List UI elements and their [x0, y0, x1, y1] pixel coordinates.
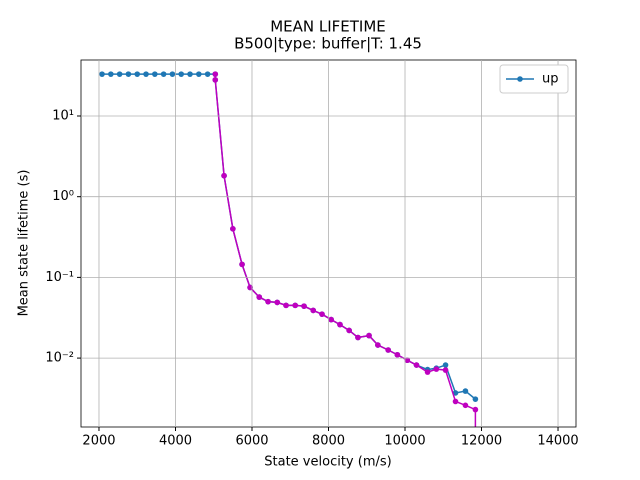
- data-point: [212, 77, 219, 83]
- data-point: [152, 71, 158, 77]
- y-tick-label: 10⁻¹: [45, 270, 74, 285]
- data-point: [472, 396, 479, 402]
- data-point: [292, 302, 299, 309]
- data-point: [394, 351, 401, 358]
- data-point: [187, 71, 193, 77]
- data-point: [239, 261, 245, 268]
- data-point: [265, 298, 271, 305]
- data-point: [178, 71, 185, 77]
- data-point: [125, 71, 132, 77]
- data-point: [212, 71, 219, 77]
- series-line: [102, 73, 476, 400]
- data-point: [169, 71, 176, 77]
- data-point: [196, 71, 202, 77]
- x-tick-label: 8000: [312, 434, 345, 449]
- x-tick-label: 4000: [159, 434, 192, 449]
- data-point: [346, 327, 352, 334]
- data-point: [442, 362, 449, 368]
- data-point: [99, 71, 105, 77]
- x-tick-label: 6000: [235, 434, 268, 449]
- data-point: [256, 294, 263, 300]
- legend-marker: [517, 76, 523, 82]
- data-point: [108, 71, 114, 77]
- data-point: [472, 406, 479, 413]
- chart-subtitle: B500|type: buffer|T: 1.45: [234, 35, 422, 53]
- data-point: [452, 390, 459, 396]
- data-point: [204, 71, 211, 77]
- x-tick-label: 10000: [384, 434, 425, 449]
- data-point: [328, 316, 334, 323]
- data-point: [452, 398, 459, 405]
- x-tick-label: 14000: [537, 434, 578, 449]
- y-tick-label: 10⁻²: [45, 351, 74, 366]
- data-point: [462, 402, 469, 409]
- x-tick-label: 2000: [82, 434, 115, 449]
- y-tick-label: 10⁰: [52, 189, 74, 204]
- data-point: [116, 71, 123, 77]
- plot-area: [99, 71, 479, 427]
- data-point: [143, 71, 149, 77]
- data-point: [319, 311, 325, 317]
- data-point: [433, 366, 440, 372]
- data-point: [355, 334, 361, 341]
- data-point: [221, 172, 227, 179]
- data-point: [424, 369, 431, 375]
- data-point: [404, 357, 411, 364]
- data-point: [310, 307, 316, 314]
- data-point: [375, 342, 381, 348]
- chart-title: MEAN LIFETIME: [270, 18, 386, 36]
- data-point: [366, 332, 372, 339]
- data-point: [385, 347, 391, 353]
- legend-label: up: [542, 72, 559, 87]
- data-point: [274, 299, 281, 306]
- data-point: [462, 388, 469, 394]
- data-point: [442, 367, 449, 373]
- x-axis-label: State velocity (m/s): [264, 455, 391, 470]
- data-point: [337, 321, 343, 328]
- x-tick-label: 12000: [461, 434, 502, 449]
- data-point: [413, 362, 420, 368]
- y-axis-label: Mean state lifetime (s): [17, 170, 32, 317]
- data-point: [134, 71, 141, 77]
- data-point: [247, 284, 253, 291]
- data-point: [160, 71, 167, 77]
- data-point: [283, 302, 289, 309]
- data-point: [230, 226, 236, 232]
- y-tick-label: 10¹: [52, 108, 74, 123]
- data-point: [301, 303, 307, 309]
